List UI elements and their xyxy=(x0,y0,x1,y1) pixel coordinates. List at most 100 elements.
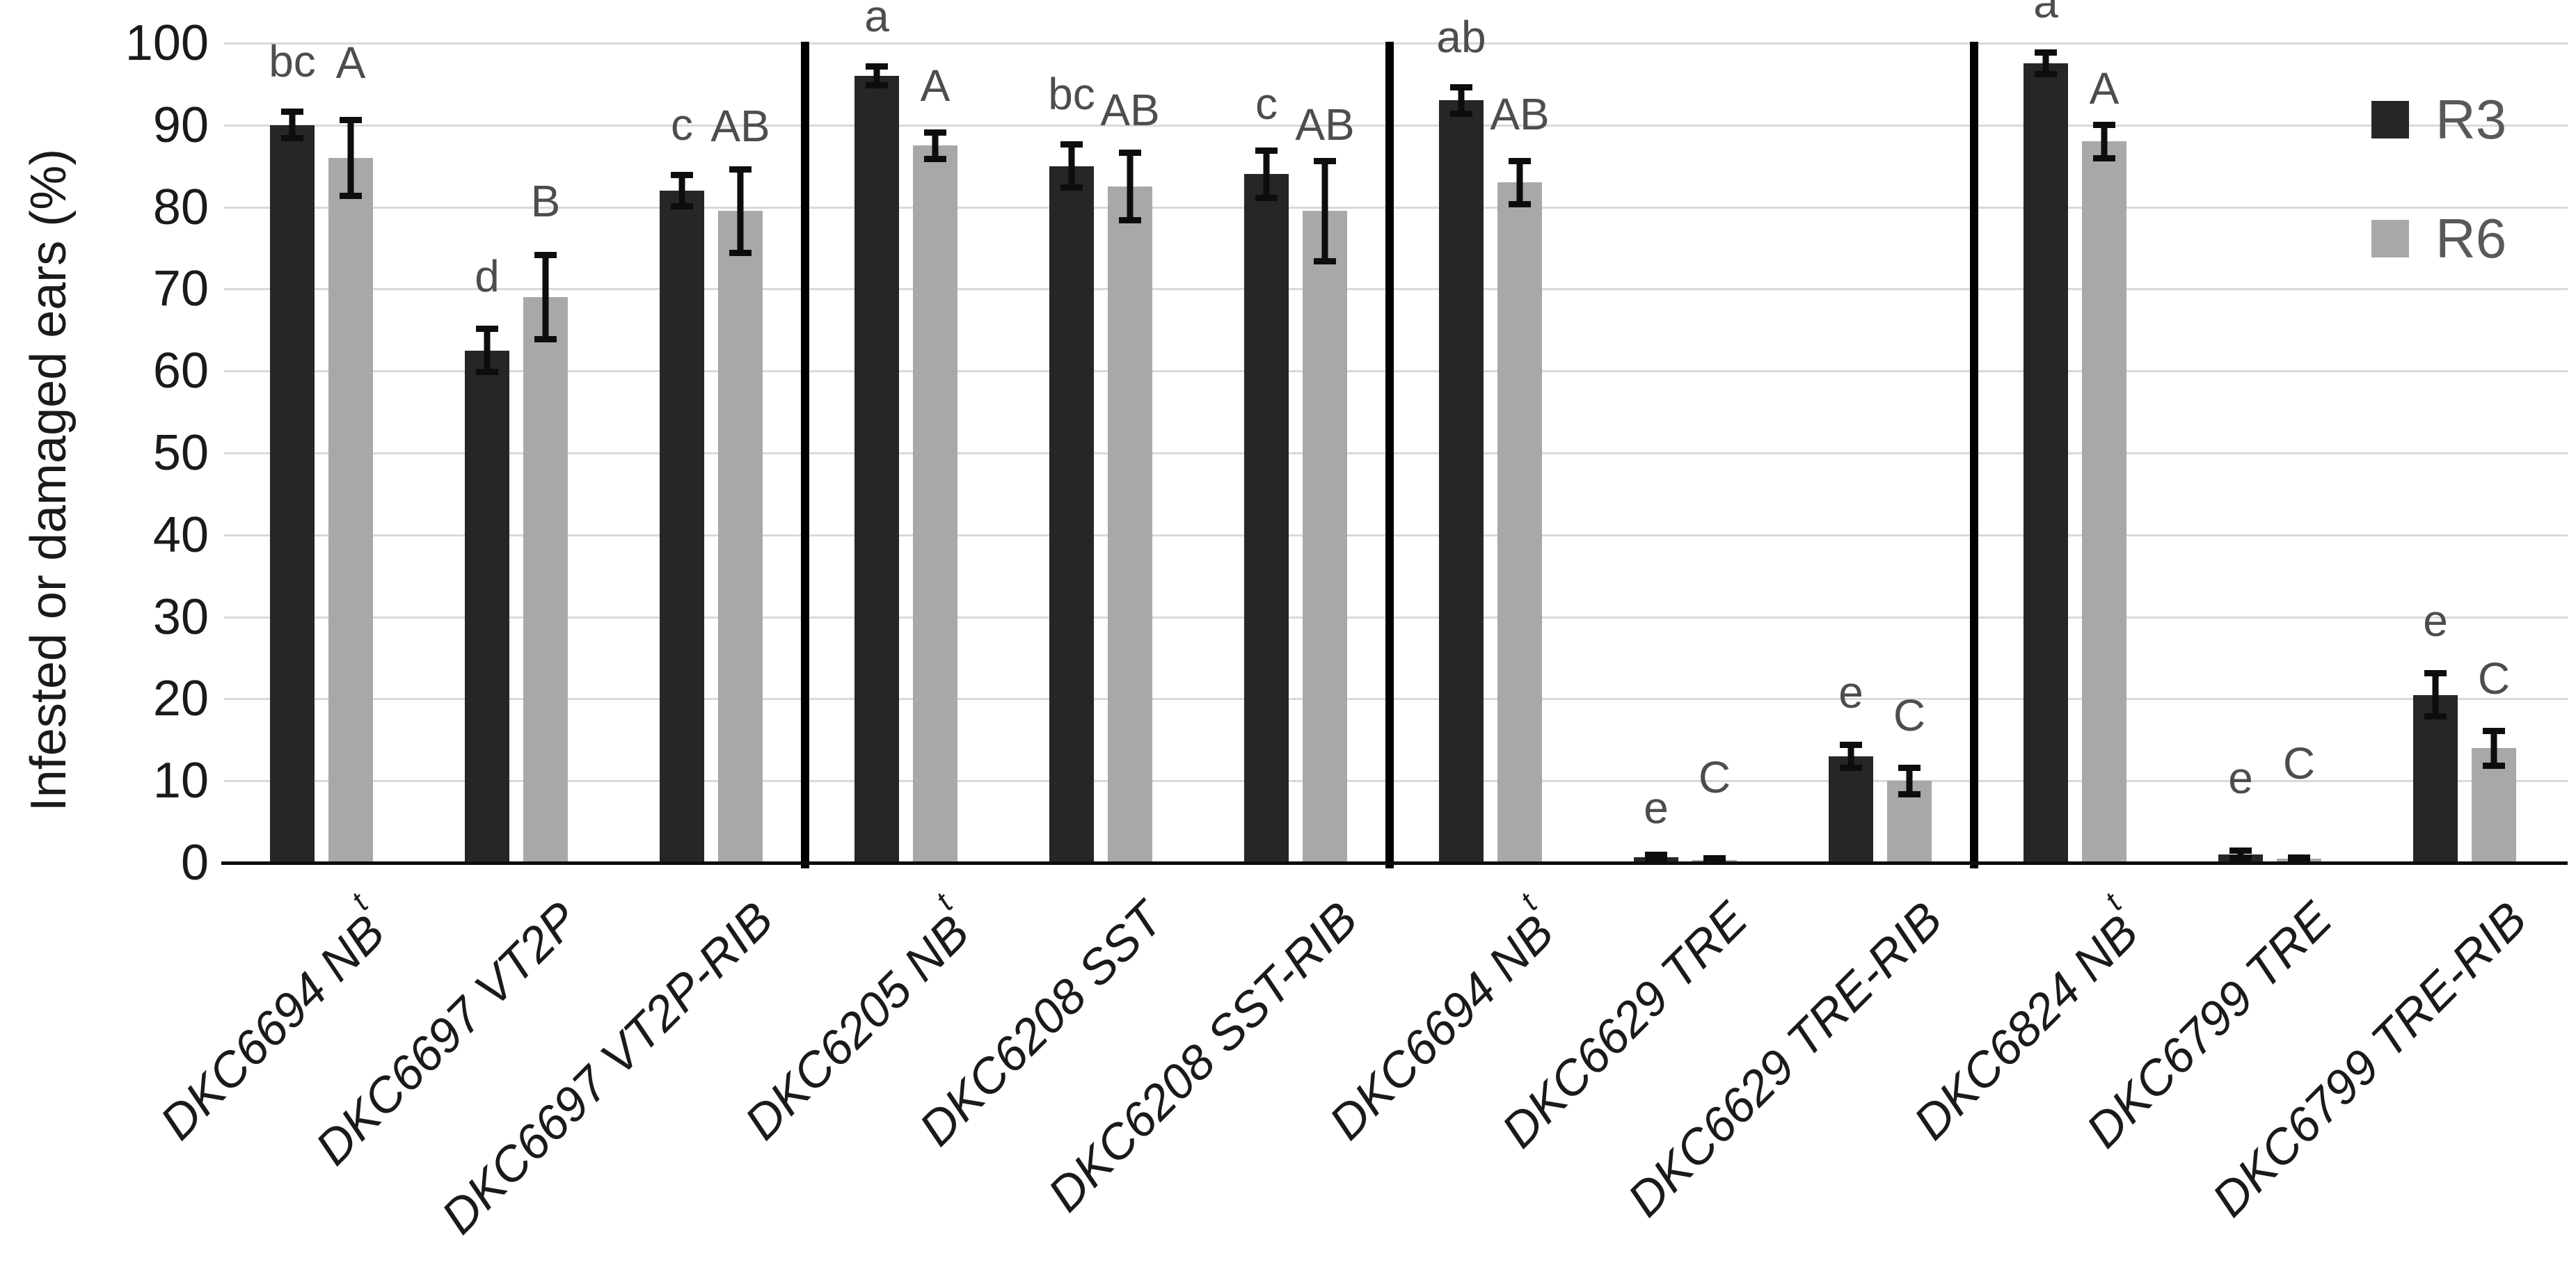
gridline xyxy=(224,42,2568,45)
error-bar xyxy=(1898,764,1921,797)
superscript-t: t xyxy=(929,887,960,917)
significance-letter: ab xyxy=(1436,11,1486,62)
error-bar-cap-bottom xyxy=(1840,765,1862,772)
error-bar xyxy=(2288,854,2310,861)
y-tick-label: 0 xyxy=(180,835,209,891)
error-bar-cap-top xyxy=(866,63,888,70)
bar-r3 xyxy=(1049,166,1094,863)
error-bar-cap-bottom xyxy=(671,203,693,210)
error-bar-shaft xyxy=(2042,49,2049,78)
error-bar-cap-bottom xyxy=(1703,854,1726,861)
gridline xyxy=(224,206,2568,209)
error-bar-cap-top xyxy=(340,117,362,124)
error-bar-shaft xyxy=(2490,727,2497,769)
significance-letter: a xyxy=(864,0,889,42)
error-bar-shaft xyxy=(2237,847,2244,861)
error-bar-cap-bottom xyxy=(2483,762,2505,769)
group-separator xyxy=(1970,42,1978,868)
significance-letter: bc xyxy=(1048,69,1095,120)
error-bar-cap-top xyxy=(2093,122,2115,129)
error-bar xyxy=(281,109,303,142)
error-bar-cap-top xyxy=(1119,150,1141,157)
bar-r6 xyxy=(523,297,568,863)
y-tick-label: 40 xyxy=(152,507,209,563)
legend-entry-r3: R3 xyxy=(2371,92,2506,148)
significance-letter: c xyxy=(671,99,693,150)
error-bar-cap-top xyxy=(1450,83,1472,90)
significance-letter: e xyxy=(2228,752,2253,803)
significance-letter: C xyxy=(1893,690,1926,740)
bar-r3 xyxy=(1244,174,1289,863)
error-bar-shaft xyxy=(2432,670,2439,719)
error-bar-cap-top xyxy=(1255,147,1278,154)
error-bar-shaft xyxy=(1321,157,1328,265)
error-bar xyxy=(1060,141,1083,191)
bar-r3 xyxy=(2024,63,2068,863)
error-bar-cap-top xyxy=(1840,741,1862,748)
error-bar-cap-bottom xyxy=(1314,258,1336,265)
significance-letter: C xyxy=(2282,738,2316,789)
bar-r6 xyxy=(1108,186,1152,863)
error-bar-cap-bottom xyxy=(1645,854,1667,861)
error-bar-cap-bottom xyxy=(2035,71,2057,78)
significance-letter: a xyxy=(2033,0,2058,28)
legend-label-r6: R6 xyxy=(2435,207,2507,269)
error-bar-shaft xyxy=(1516,157,1523,207)
error-bar-shaft xyxy=(1068,141,1075,191)
bar-r6 xyxy=(328,157,373,863)
significance-letter: A xyxy=(2089,63,2120,114)
error-bar-cap-bottom xyxy=(476,369,498,376)
error-bar-cap-top xyxy=(729,166,752,173)
error-bar xyxy=(1509,157,1531,207)
bar-r6 xyxy=(718,211,763,863)
error-bar-cap-top xyxy=(2483,727,2505,734)
error-bar-cap-bottom xyxy=(1509,200,1531,207)
bar-r3 xyxy=(465,350,509,863)
error-bar xyxy=(340,117,362,199)
significance-letter: AB xyxy=(1295,99,1355,150)
significance-letter: C xyxy=(1698,751,1731,802)
error-bar xyxy=(1119,150,1141,224)
error-bar xyxy=(729,166,752,257)
error-bar-cap-top xyxy=(281,109,303,116)
y-tick-label: 90 xyxy=(152,97,209,153)
legend-entry-r6: R6 xyxy=(2371,211,2506,266)
significance-letter: A xyxy=(920,60,951,111)
error-bar-cap-top xyxy=(2035,49,2057,56)
y-tick-label: 80 xyxy=(152,179,209,235)
error-bar-shaft xyxy=(932,129,939,162)
legend-swatch-r6 xyxy=(2371,220,2409,257)
error-bar xyxy=(671,171,693,210)
error-bar-cap-top xyxy=(2424,670,2447,677)
significance-letter: e xyxy=(1644,782,1669,833)
error-bar-cap-bottom xyxy=(729,250,752,257)
bar-r6 xyxy=(1303,211,1347,863)
gridline xyxy=(224,698,2568,701)
error-bar-cap-bottom xyxy=(924,155,946,162)
error-bar-shaft xyxy=(1906,764,1913,797)
error-bar-cap-top xyxy=(1509,157,1531,164)
error-bar-shaft xyxy=(289,109,296,142)
gridline xyxy=(224,616,2568,619)
error-bar-cap-top xyxy=(1060,141,1083,148)
error-bar-shaft xyxy=(484,326,491,376)
bar-r3 xyxy=(2413,694,2458,863)
error-bar xyxy=(2483,727,2505,769)
error-bar xyxy=(1645,851,1667,861)
y-tick-label: 20 xyxy=(152,671,209,727)
error-bar-cap-top xyxy=(2229,847,2252,854)
gridline xyxy=(224,780,2568,783)
error-bar xyxy=(1450,83,1472,117)
error-bar-shaft xyxy=(1847,741,1854,772)
error-bar-cap-top xyxy=(924,129,946,136)
error-bar xyxy=(2035,49,2057,78)
bar-r3 xyxy=(1829,756,1873,863)
significance-letter: AB xyxy=(1490,88,1550,139)
error-bar-shaft xyxy=(1263,147,1270,202)
superscript-t: t xyxy=(1513,887,1544,917)
error-bar xyxy=(2424,670,2447,719)
gridline xyxy=(224,124,2568,127)
superscript-t: t xyxy=(2098,887,2129,917)
significance-letter: e xyxy=(2423,596,2448,646)
